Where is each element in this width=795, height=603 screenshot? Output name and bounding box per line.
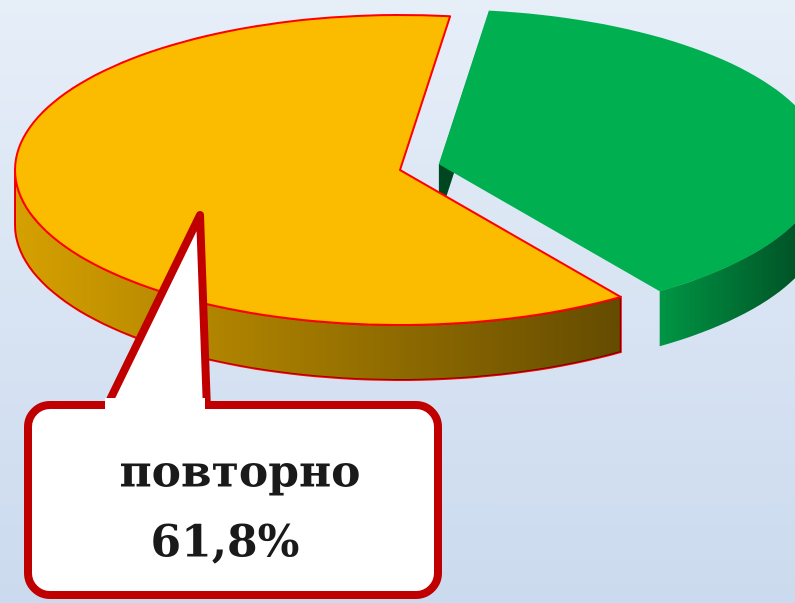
callout: повторно 61,8%: [24, 211, 442, 599]
slice: [438, 10, 795, 292]
callout-join: [105, 398, 205, 412]
value-label: 61,8%: [151, 517, 300, 568]
slice-wall-shade: [659, 223, 795, 347]
pie: [14, 10, 795, 381]
callout-box: [24, 401, 442, 599]
slice: [14, 14, 622, 326]
category-label: повторно: [119, 447, 360, 498]
